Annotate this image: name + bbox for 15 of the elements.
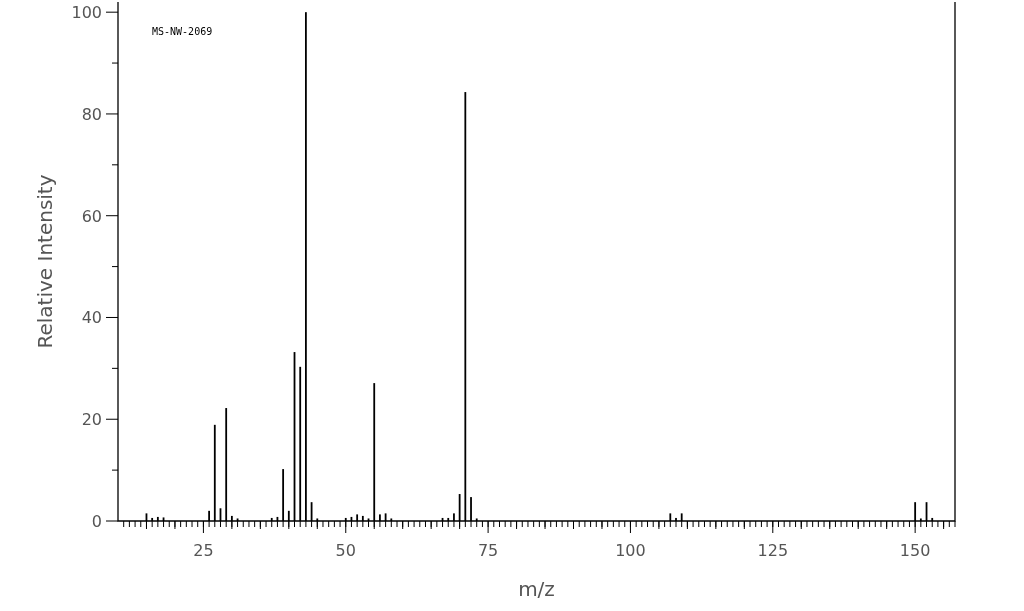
y-tick-label: 100 [71, 3, 102, 23]
y-tick-label: 0 [91, 512, 102, 531]
y-tick-label: 20 [81, 410, 102, 430]
x-axis-title: m/z [518, 577, 555, 601]
y-tick-label: 60 [81, 206, 102, 226]
x-tick-label: 125 [757, 541, 789, 560]
y-axis-title: Relative Intensity [33, 174, 57, 349]
y-tick-label: 80 [81, 104, 102, 124]
x-tick-label: 75 [477, 541, 499, 560]
x-tick-label: 50 [335, 541, 356, 560]
x-tick-label: 25 [193, 541, 214, 560]
x-tick-label: 100 [615, 541, 646, 560]
y-tick-label: 40 [81, 308, 102, 328]
annotation: MS-NW-2069 [152, 26, 213, 37]
x-tick-label: 150 [899, 541, 931, 560]
